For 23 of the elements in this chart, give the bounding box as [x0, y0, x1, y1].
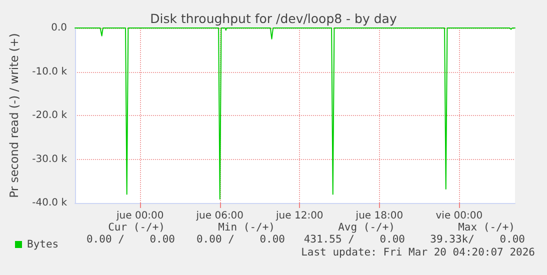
line-series	[74, 28, 516, 200]
text: 0.00 / 0.00	[86, 234, 175, 246]
legend-label: Bytes	[27, 238, 59, 250]
text: Min (-/+)	[218, 222, 275, 234]
chart-title: Disk throughput for /dev/loop8 - by day	[150, 11, 398, 26]
x-tick-label: jue 06:00	[195, 210, 244, 222]
y-tick-label: 0.0	[51, 22, 67, 34]
text: Last update: Fri Mar 20 04:20:07 2026	[301, 246, 535, 258]
text: Cur (-/+)	[108, 222, 165, 234]
y-tick-label: -10.0 k	[32, 66, 68, 78]
x-tick-label: jue 00:00	[116, 210, 164, 222]
text: 39.33k/ 0.00	[430, 234, 525, 246]
text: Max (-/+)	[458, 222, 515, 234]
text: Avg (-/+)	[338, 222, 395, 234]
x-tick-label: jue 12:00	[275, 210, 324, 222]
x-tick-label: vie 00:00	[436, 210, 483, 222]
y-tick-label: -30.0 k	[32, 154, 68, 165]
text: 0.00 / 0.00	[196, 234, 285, 246]
y-axis-title: Pr second read (-) / write (+)	[7, 33, 21, 198]
y-tick-label: -20.0 k	[32, 110, 68, 121]
text: 431.55 / 0.00	[304, 234, 405, 246]
y-tick-label: -40.0 k	[32, 198, 68, 208]
x-tick-label: jue 18:00	[354, 210, 404, 222]
